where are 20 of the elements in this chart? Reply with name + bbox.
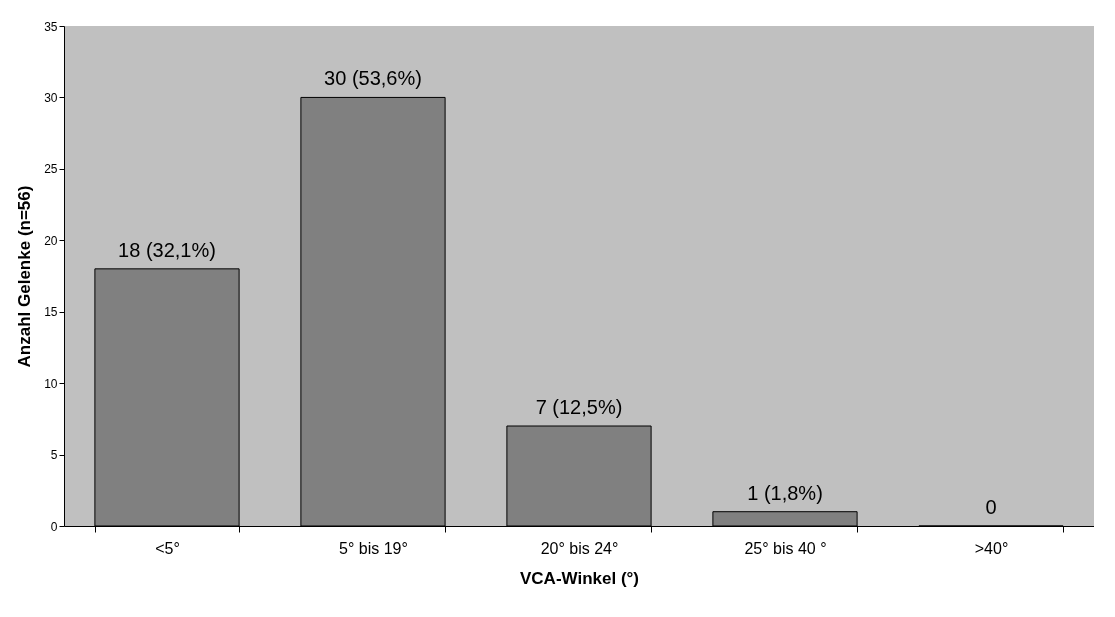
data-label: 30 (53,6%): [324, 67, 422, 90]
y-tick-label: 15: [44, 305, 58, 320]
data-label: 1 (1,8%): [747, 481, 823, 504]
y-tick-label: 5: [50, 448, 58, 463]
x-tick-label: 20° bis 24°: [540, 539, 619, 557]
y-tick-label: 30: [44, 90, 58, 105]
data-label: 18 (32,1%): [118, 238, 216, 261]
x-tick-label: <5°: [155, 539, 180, 557]
y-tick-label: 10: [44, 376, 58, 391]
x-tick-label: 25° bis 40 °: [744, 539, 827, 557]
y-tick-label: 20: [44, 233, 58, 248]
x-tick-label: 5° bis 19°: [339, 539, 408, 557]
data-label: 0: [985, 496, 997, 518]
x-axis-title: VCA-Winkel (°): [519, 568, 640, 588]
y-tick-label: 0: [50, 519, 58, 534]
y-axis-title: Anzahl Gelenke (n=56): [15, 185, 35, 368]
y-tick-label: 25: [44, 162, 58, 177]
data-label: 7 (12,5%): [535, 396, 623, 418]
y-tick-label: 35: [44, 19, 58, 34]
x-tick-label: >40°: [974, 539, 1009, 557]
